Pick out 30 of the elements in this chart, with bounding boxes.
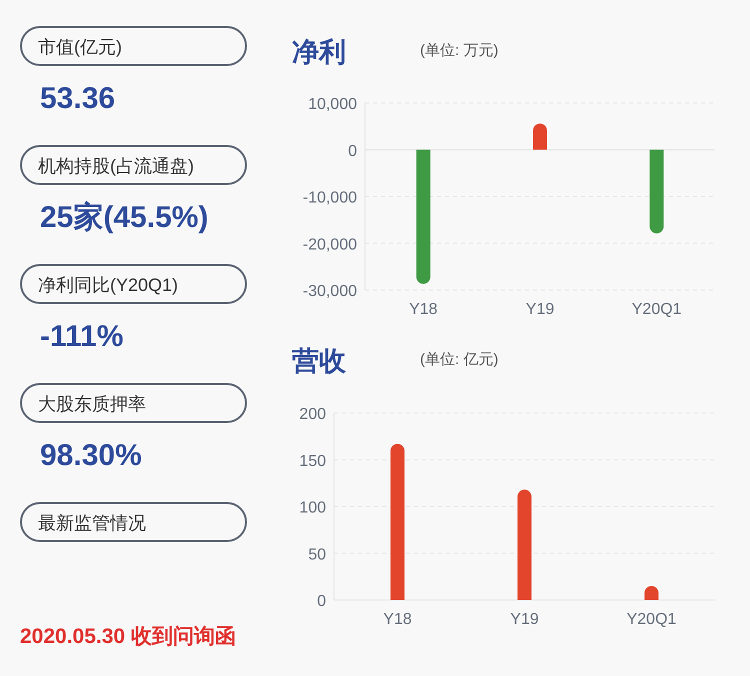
chart-subtitle: (单位: 亿元) xyxy=(420,351,498,368)
x-tick-label: Y18 xyxy=(409,301,438,318)
text: 机构持股(占流通盘) xyxy=(38,156,194,176)
x-tick-label: Y20Q1 xyxy=(632,301,682,318)
y-tick-label: -10,000 xyxy=(302,190,358,206)
text: 最新监管情况 xyxy=(38,513,146,533)
text: 98.30% xyxy=(40,439,142,472)
text: 市值(亿元) xyxy=(38,37,122,57)
text: 2020.05.30 收到问询函 xyxy=(20,625,236,648)
text: 53.36 xyxy=(40,82,116,115)
x-tick-label: Y19 xyxy=(526,301,554,318)
chart-title: 净利 xyxy=(292,37,346,67)
y-tick-label: 200 xyxy=(299,406,326,423)
y-tick-label: 150 xyxy=(299,452,326,470)
text: 25家(45.5%) xyxy=(40,200,208,234)
y-tick-label: 50 xyxy=(308,546,326,564)
y-tick-label: -20,000 xyxy=(302,236,358,254)
y-tick-label: 10,000 xyxy=(308,96,358,113)
y-tick-label: 0 xyxy=(348,142,358,160)
y-tick-label: 0 xyxy=(317,593,326,610)
y-tick-label: -30,000 xyxy=(302,283,358,300)
x-tick-label: Y18 xyxy=(383,611,412,628)
x-tick-label: Y20Q1 xyxy=(626,611,677,628)
y-tick-label: 100 xyxy=(299,500,326,516)
chart-title: 营收 xyxy=(291,346,347,376)
text: 大股东质押率 xyxy=(38,394,146,414)
text: -111% xyxy=(40,320,124,353)
text: 净利同比(Y20Q1) xyxy=(38,275,178,295)
x-tick-label: Y19 xyxy=(510,611,539,628)
chart-subtitle: (单位: 万元) xyxy=(420,42,498,59)
